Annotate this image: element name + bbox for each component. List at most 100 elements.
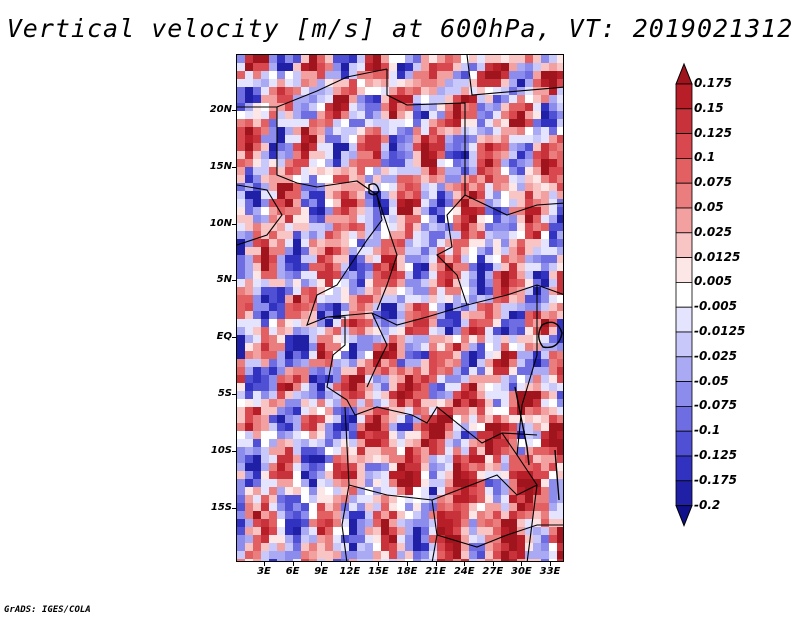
field-cell <box>533 383 541 391</box>
field-cell <box>413 359 421 367</box>
field-cell <box>357 263 365 271</box>
field-cell <box>437 95 445 103</box>
field-cell <box>557 551 563 559</box>
field-cell <box>365 103 373 111</box>
field-cell <box>277 55 285 63</box>
field-cell <box>325 423 333 431</box>
field-cell <box>237 271 245 279</box>
field-cell <box>429 543 437 551</box>
field-cell <box>285 79 293 87</box>
field-cell <box>437 167 445 175</box>
field-cell <box>381 255 389 263</box>
field-cell <box>557 303 563 311</box>
field-cell <box>381 159 389 167</box>
field-cell <box>557 159 563 167</box>
field-cell <box>437 415 445 423</box>
field-cell <box>477 431 485 439</box>
field-cell <box>525 119 533 127</box>
field-cell <box>397 239 405 247</box>
field-cell <box>269 415 277 423</box>
field-cell <box>517 551 525 559</box>
field-cell <box>397 223 405 231</box>
field-cell <box>437 439 445 447</box>
field-cell <box>533 439 541 447</box>
colorbar-label: -0.05 <box>694 373 729 388</box>
field-cell <box>405 111 413 119</box>
field-cell <box>253 455 261 463</box>
field-cell <box>389 215 397 223</box>
field-cell <box>397 71 405 79</box>
field-cell <box>237 463 245 471</box>
field-cell <box>357 503 365 511</box>
field-cell <box>365 135 373 143</box>
field-cell <box>501 439 509 447</box>
field-cell <box>293 527 301 535</box>
field-cell <box>437 351 445 359</box>
field-cell <box>333 463 341 471</box>
field-cell <box>253 175 261 183</box>
field-cell <box>277 471 285 479</box>
field-cell <box>557 503 563 511</box>
field-cell <box>461 463 469 471</box>
field-cell <box>245 63 253 71</box>
field-cell <box>317 151 325 159</box>
field-cell <box>413 399 421 407</box>
field-cell <box>349 279 357 287</box>
field-cell <box>237 199 245 207</box>
field-cell <box>333 359 341 367</box>
field-cell <box>309 199 317 207</box>
field-cell <box>509 543 517 551</box>
field-cell <box>493 383 501 391</box>
field-cell <box>357 183 365 191</box>
field-cell <box>445 407 453 415</box>
field-cell <box>493 503 501 511</box>
field-cell <box>397 207 405 215</box>
field-cell <box>301 119 309 127</box>
field-cell <box>413 503 421 511</box>
lat-tick-mark <box>232 394 236 395</box>
field-cell <box>429 191 437 199</box>
field-cell <box>429 271 437 279</box>
field-cell <box>365 127 373 135</box>
field-cell <box>245 295 253 303</box>
field-cell <box>253 79 261 87</box>
field-cell <box>397 215 405 223</box>
field-cell <box>365 463 373 471</box>
field-cell <box>237 183 245 191</box>
field-cell <box>269 311 277 319</box>
field-cell <box>357 399 365 407</box>
field-cell <box>533 279 541 287</box>
field-cell <box>309 167 317 175</box>
field-cell <box>357 55 365 63</box>
field-cell <box>493 447 501 455</box>
field-cell <box>501 455 509 463</box>
field-cell <box>557 527 563 535</box>
lon-tick-label: 30E <box>511 566 532 577</box>
field-cell <box>557 175 563 183</box>
lat-tick-label: EQ <box>216 331 232 343</box>
field-cell <box>509 407 517 415</box>
field-cell <box>541 127 549 135</box>
field-cell <box>237 135 245 143</box>
field-cell <box>237 223 245 231</box>
field-cell <box>405 63 413 71</box>
field-cell <box>357 527 365 535</box>
colorbar-segment <box>675 480 693 506</box>
field-cell <box>341 415 349 423</box>
field-cell <box>557 311 563 319</box>
field-cell <box>309 487 317 495</box>
field-cell <box>429 151 437 159</box>
field-cell <box>445 271 453 279</box>
border-line <box>386 69 468 306</box>
field-cell <box>549 479 557 487</box>
field-cell <box>517 359 525 367</box>
field-cell <box>349 87 357 95</box>
field-cell <box>405 455 413 463</box>
lat-tick-mark <box>232 280 236 282</box>
field-cell <box>333 343 341 351</box>
field-cell <box>261 439 269 447</box>
field-cell <box>517 287 525 295</box>
field-cell <box>453 359 461 367</box>
field-cell <box>341 111 349 119</box>
field-cell <box>373 271 381 279</box>
